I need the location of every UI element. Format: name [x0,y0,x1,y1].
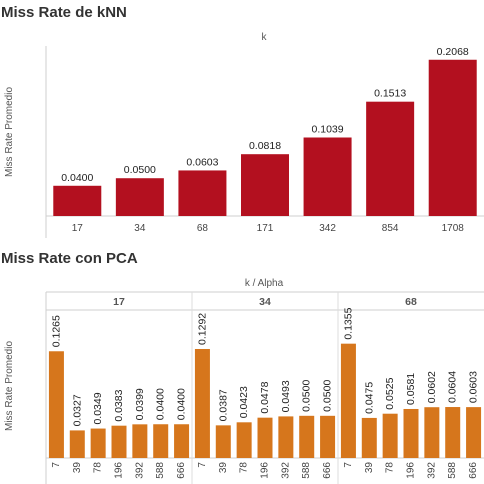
chart2-data-label: 0.1292 [196,313,208,345]
chart2-bar [69,430,85,458]
chart2-title: Miss Rate con PCA [1,250,138,267]
chart2-data-label: 0.0400 [155,388,167,420]
chart2-x-tick-label: 392 [426,462,437,479]
chart2-x-tick-label: 392 [280,462,291,479]
chart2-x-tick-label: 7 [51,462,62,468]
chart2-bar [48,351,64,458]
chart2-bar [278,416,294,458]
chart2-x-tick-label: 392 [134,462,145,479]
chart2-column-header: k / Alpha [245,278,284,289]
chart1-data-label: 0.0400 [61,172,93,184]
chart1-y-axis-label: Miss Rate Promedio [4,87,15,177]
chart2-bar [257,417,273,458]
chart2-data-label: 0.0349 [92,392,104,424]
chart2-bar [340,343,356,458]
chart2-bars: 17 0.1265 7 0.0327 39 0.0349 78 0.0383 196 0.0399… [48,292,482,484]
chart1-x-tick-label: 68 [197,223,209,234]
chart2-bar [361,417,377,458]
chart2-bar [132,424,148,458]
chart2-data-label: 0.0478 [259,381,271,413]
chart2-x-tick-label: 39 [364,462,375,474]
chart2-data-label: 0.0327 [71,394,83,426]
chart1-x-tick-label: 171 [257,223,274,234]
chart2-x-tick-label: 78 [385,462,396,474]
chart2-bar [153,424,169,458]
chart1-bar [53,185,102,216]
chart2-data-label: 0.0475 [363,382,375,414]
chart2-data-label: 0.0604 [447,371,459,403]
chart1-bar [178,170,227,216]
chart2-x-tick-label: 78 [93,462,104,474]
chart1-data-label: 0.1513 [374,88,406,100]
chart2-x-tick-label: 588 [447,462,458,479]
chart2-x-tick-label: 7 [343,462,354,468]
chart2-x-tick-label: 39 [72,462,83,474]
chart1-x-tick-label: 854 [382,223,399,234]
chart2-data-label: 0.1355 [342,307,354,339]
chart2-bar [215,425,231,458]
chart1-x-tick-label: 1708 [442,223,465,234]
chart2-x-tick-label: 196 [406,462,417,479]
chart2-x-tick-label: 588 [301,462,312,479]
chart2-bar [424,407,440,458]
chart2-x-tick-label: 666 [468,462,479,479]
chart2-y-axis-label: Miss Rate Promedio [4,341,15,431]
chart2-bar [236,422,252,458]
chart1-bar [303,137,352,216]
chart2-x-tick-label: 666 [322,462,333,479]
chart1-bars: 0.0400 17 0.0500 34 0.0603 68 0.0818 171 0.1039 3… [53,46,477,234]
chart1-data-label: 0.0603 [186,156,218,168]
chart2-bar [299,415,315,458]
chart2-x-tick-label: 196 [114,462,125,479]
chart1-x-tick-label: 342 [319,223,336,234]
chart2-data-label: 0.0387 [217,389,229,421]
chart2-data-label: 0.0603 [468,371,480,403]
chart2-data-label: 0.0500 [301,380,313,412]
chart2-group-header: 68 [405,296,417,308]
chart2-bar [403,408,419,458]
chart2-data-label: 0.0493 [280,380,292,412]
chart2-bar [382,413,398,458]
chart1-column-header: k [262,32,268,43]
chart2-x-tick-label: 666 [176,462,187,479]
chart2-data-label: 0.0525 [384,377,396,409]
chart2-x-tick-label: 196 [260,462,271,479]
chart2-data-label: 0.0602 [426,371,438,403]
chart2-data-label: 0.1265 [50,315,62,347]
chart2-data-label: 0.0399 [134,388,146,420]
chart1-title: Miss Rate de kNN [1,4,127,21]
chart2-data-label: 0.0581 [405,373,417,405]
chart1-x-tick-label: 17 [72,223,84,234]
chart2-group-header: 34 [259,296,271,308]
chart2-bar [174,424,190,458]
chart2-bar [466,407,482,458]
chart1-bar [428,59,477,216]
chart2-bar [320,415,336,458]
chart1-data-label: 0.2068 [437,46,469,58]
chart1-bar [241,154,289,216]
chart1-data-label: 0.1039 [312,123,344,135]
chart2-x-tick-label: 588 [155,462,166,479]
chart1-bar [366,101,415,216]
chart1-data-label: 0.0818 [249,140,281,152]
chart2-x-tick-label: 78 [239,462,250,474]
chart2-x-tick-label: 7 [197,462,208,468]
chart2-bar [111,425,127,458]
chart1-x-tick-label: 34 [134,223,146,234]
chart1-bar [115,178,164,216]
chart2-group-header: 17 [113,296,125,308]
chart2-data-label: 0.0500 [322,380,334,412]
chart2-bar [445,407,461,458]
chart2-bar [194,348,210,458]
chart2-bar [90,428,106,458]
chart1-data-label: 0.0500 [124,164,156,176]
chart2-data-label: 0.0423 [238,386,250,418]
chart2-data-label: 0.0383 [113,389,125,421]
chart2-data-label: 0.0400 [176,388,188,420]
chart2-x-tick-label: 39 [218,462,229,474]
